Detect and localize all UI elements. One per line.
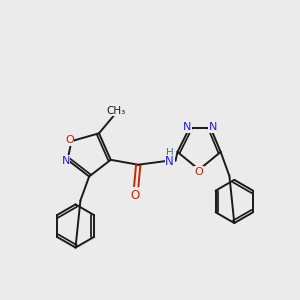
Text: N: N [165,155,174,168]
Text: O: O [65,135,74,145]
Text: O: O [131,189,140,202]
Text: CH₃: CH₃ [106,106,125,116]
Text: O: O [195,167,203,177]
Text: N: N [183,122,191,132]
Text: N: N [208,122,217,132]
Text: N: N [61,156,70,166]
Text: H: H [166,148,173,158]
